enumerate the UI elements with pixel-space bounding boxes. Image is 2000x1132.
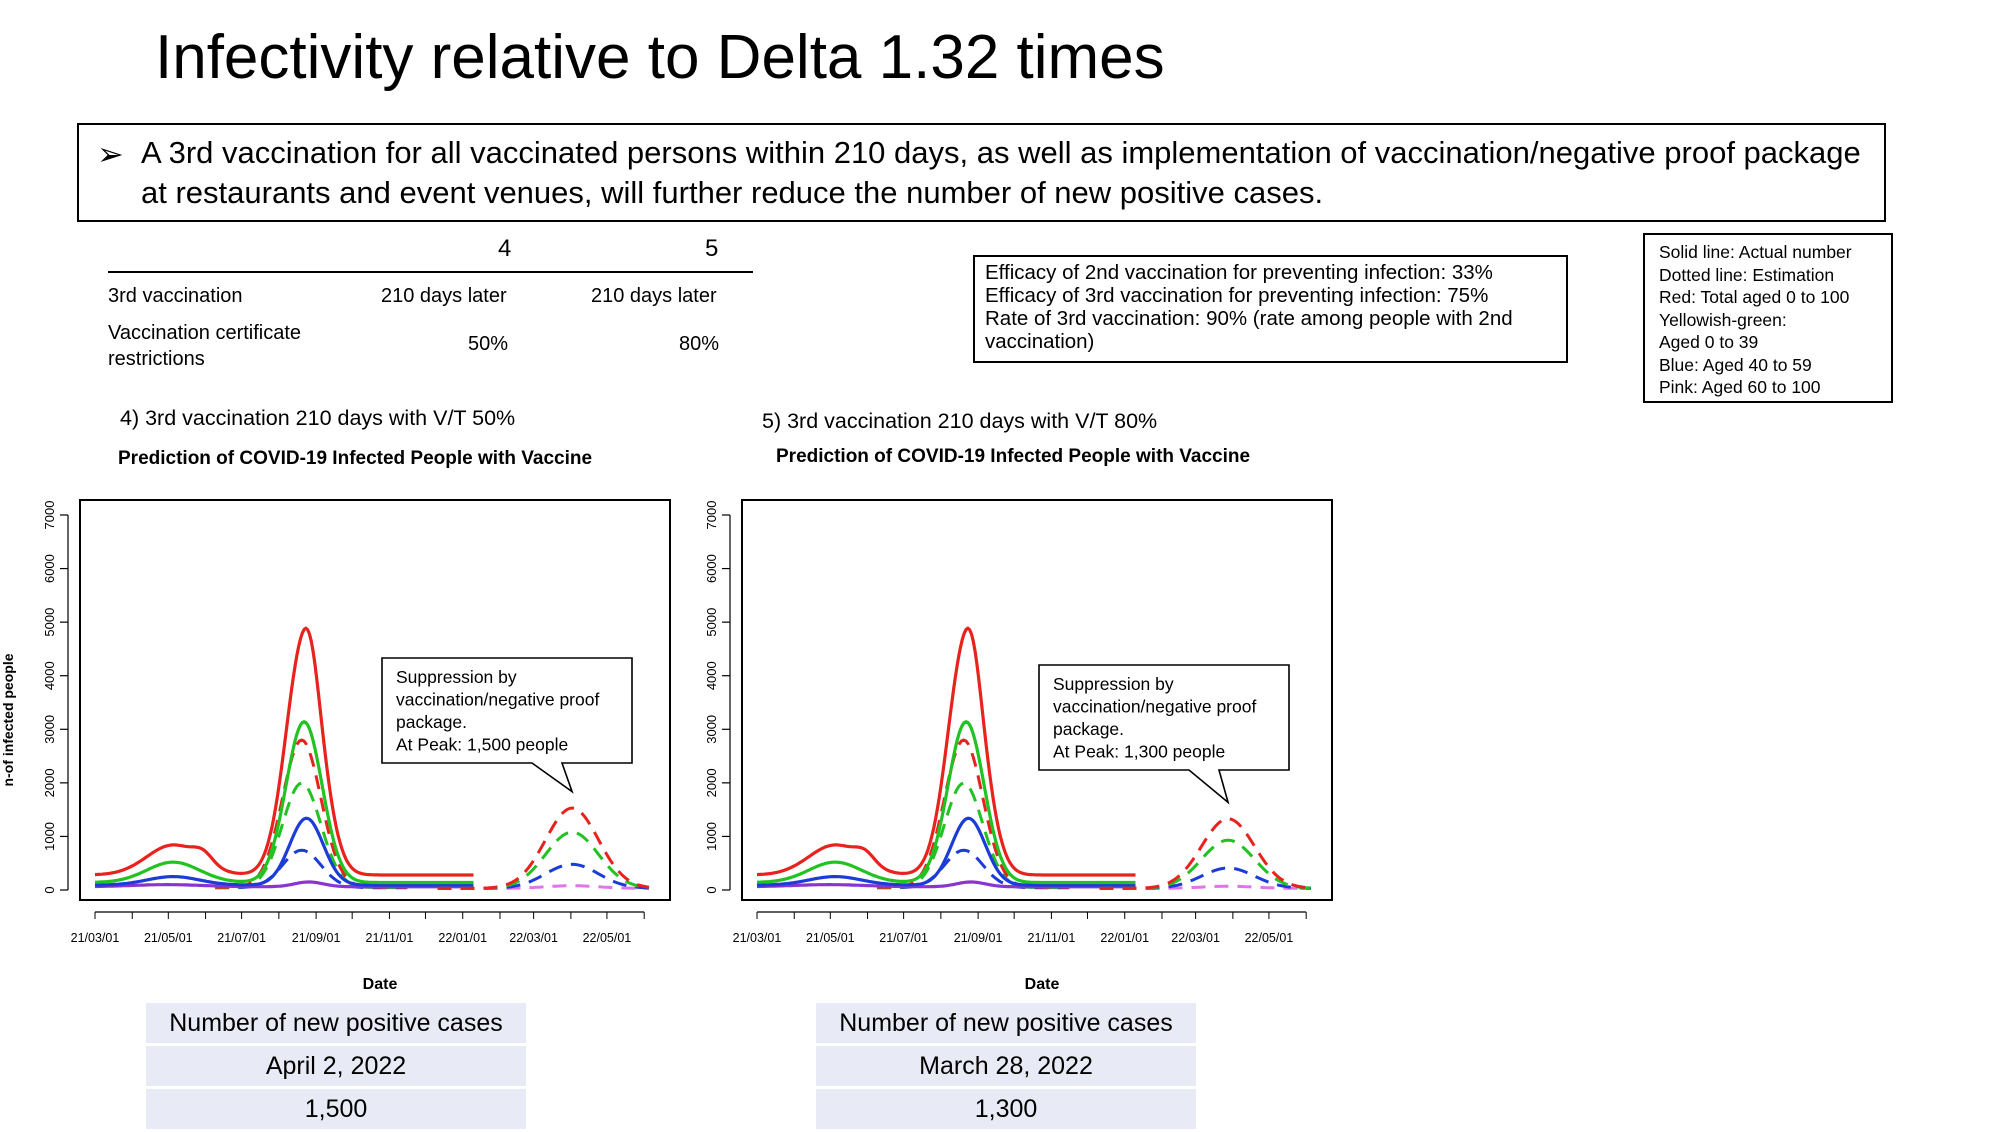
settings-header-4: 4 (498, 235, 512, 262)
legend-line: Red: Total aged 0 to 100 (1659, 287, 1850, 307)
actual-red-line (756, 626, 1136, 877)
legend-box: Solid line: Actual number Dotted line: E… (1643, 233, 1893, 403)
settings-cell: 80% (679, 333, 720, 355)
y-tick-label: 2000 (704, 768, 719, 797)
y-tick-label: 4000 (704, 661, 719, 690)
x-tick-label: 22/01/01 (438, 931, 487, 945)
chart2-summary-table: Number of new positive cases March 28, 2… (816, 1003, 1196, 1132)
efficacy-line: Efficacy of 2nd vaccination for preventi… (985, 261, 1493, 284)
y-tick-label: 0 (704, 886, 719, 893)
settings-cell: 50% (468, 333, 509, 355)
actual-green-line (757, 720, 1136, 885)
callout-text: Suppression by (1053, 674, 1174, 694)
summary-value: 1,300 (816, 1089, 1196, 1129)
chart2-subtitle: 5) 3rd vaccination 210 days with V/T 80% (762, 409, 1158, 433)
summary-header: Number of new positive cases (816, 1003, 1196, 1043)
x-tick-label: 22/05/01 (583, 931, 632, 945)
y-tick-label: 5000 (42, 608, 57, 637)
actual-blue-line (94, 816, 474, 887)
callout-text: At Peak: 1,300 people (1053, 742, 1225, 762)
legend-line: Pink: Aged 60 to 100 (1659, 377, 1821, 397)
chart2-plot: 0 1000 2000 3000 4000 5000 6000 7000 21/03/01 21/… (704, 499, 1333, 993)
legend-line: Dotted line: Estimation (1659, 264, 1835, 285)
x-axis-label: Date (363, 976, 398, 993)
bullet-text: A 3rd vaccination for all vaccinated per… (141, 135, 1861, 210)
summary-date: March 28, 2022 (816, 1046, 1196, 1086)
settings-header-5: 5 (705, 235, 719, 262)
settings-cell: 210 days later (381, 285, 507, 307)
legend-line: Solid line: Actual number (1659, 242, 1852, 262)
callout-text: package. (1053, 719, 1124, 739)
page-title: Infectivity relative to Delta 1.32 times (155, 23, 1165, 92)
settings-cell: 210 days later (591, 285, 717, 307)
callout-text: package. (396, 712, 467, 732)
actual-green-line (95, 720, 474, 885)
x-tick-label: 21/03/01 (71, 931, 120, 945)
x-tick-label: 21/07/01 (217, 931, 266, 945)
plot-frame (741, 499, 1333, 901)
x-tick-label: 21/05/01 (806, 931, 855, 945)
y-tick-label: 5000 (704, 608, 719, 637)
x-tick-label: 21/11/01 (366, 931, 414, 945)
y-tick-label: 0 (42, 886, 57, 893)
y-tick-label: 3000 (704, 715, 719, 744)
efficacy-line: Rate of 3rd vaccination: 90% (rate among… (985, 307, 1513, 353)
chart2-title: Prediction of COVID-19 Infected People w… (776, 446, 1251, 467)
summary-date: April 2, 2022 (146, 1046, 526, 1086)
callout-box (381, 657, 633, 794)
callout-text: vaccination/negative proof (396, 690, 599, 710)
x-axis-label: Date (1025, 976, 1060, 993)
y-tick-label: 6000 (42, 554, 57, 583)
summary-value: 1,500 (146, 1089, 526, 1129)
y-tick-label: 3000 (42, 715, 57, 744)
actual-red-line (94, 626, 474, 877)
x-tick-label: 21/05/01 (144, 931, 193, 945)
settings-rule (108, 271, 753, 273)
y-tick-label: 1000 (704, 822, 719, 851)
settings-row-label: 3rd vaccination (108, 285, 243, 307)
chart1-plot: 0 1000 2000 3000 4000 5000 6000 7000 n-of infect… (0, 499, 671, 993)
callout-box (1038, 664, 1290, 805)
efficacy-line: Efficacy of 3rd vaccination for preventi… (985, 284, 1489, 307)
projection-red-line (437, 806, 650, 890)
callout-text: vaccination/negative proof (1053, 697, 1256, 717)
y-tick-label: 7000 (704, 501, 719, 530)
callout-text: At Peak: 1,500 people (396, 735, 568, 755)
projection-red-line (1099, 817, 1312, 890)
x-tick-label: 21/11/01 (1028, 931, 1076, 945)
arrow-bullet-icon: ➢ (97, 136, 124, 172)
x-tick-label: 22/03/01 (1171, 931, 1220, 945)
actual-blue-line (756, 816, 1136, 887)
chart1-summary-table: Number of new positive cases April 2, 20… (146, 1003, 526, 1132)
chart1-subtitle: 4) 3rd vaccination 210 days with V/T 50% (120, 406, 516, 430)
y-tick-label: 7000 (42, 501, 57, 530)
projection-green-line (437, 830, 650, 890)
y-tick-label: 4000 (42, 661, 57, 690)
callout-text: Suppression by (396, 667, 517, 687)
x-tick-label: 22/03/01 (509, 931, 558, 945)
plot-frame (79, 499, 671, 901)
estimate-red-line (215, 738, 408, 889)
y-tick-label: 1000 (42, 822, 57, 851)
legend-line: Yellowish-green: (1659, 309, 1787, 330)
x-tick-label: 21/07/01 (879, 931, 928, 945)
x-tick-label: 21/03/01 (733, 931, 782, 945)
legend-line: Aged 0 to 39 (1659, 332, 1759, 352)
y-axis-label: n-of infected people (0, 653, 16, 786)
efficacy-box: Efficacy of 2nd vaccination for preventi… (973, 255, 1568, 363)
x-tick-label: 21/09/01 (954, 931, 1003, 945)
y-tick-label: 6000 (704, 554, 719, 583)
chart1-title: Prediction of COVID-19 Infected People w… (118, 448, 593, 469)
x-tick-label: 21/09/01 (292, 931, 341, 945)
settings-row-label: Vaccination certificate restrictions (108, 322, 302, 370)
y-tick-label: 2000 (42, 768, 57, 797)
x-tick-label: 22/05/01 (1245, 931, 1294, 945)
bullet-box: ➢ A 3rd vaccination for all vaccinated p… (77, 123, 1886, 222)
x-tick-label: 22/01/01 (1100, 931, 1149, 945)
legend-line: Blue: Aged 40 to 59 (1659, 354, 1812, 375)
summary-header: Number of new positive cases (146, 1003, 526, 1043)
